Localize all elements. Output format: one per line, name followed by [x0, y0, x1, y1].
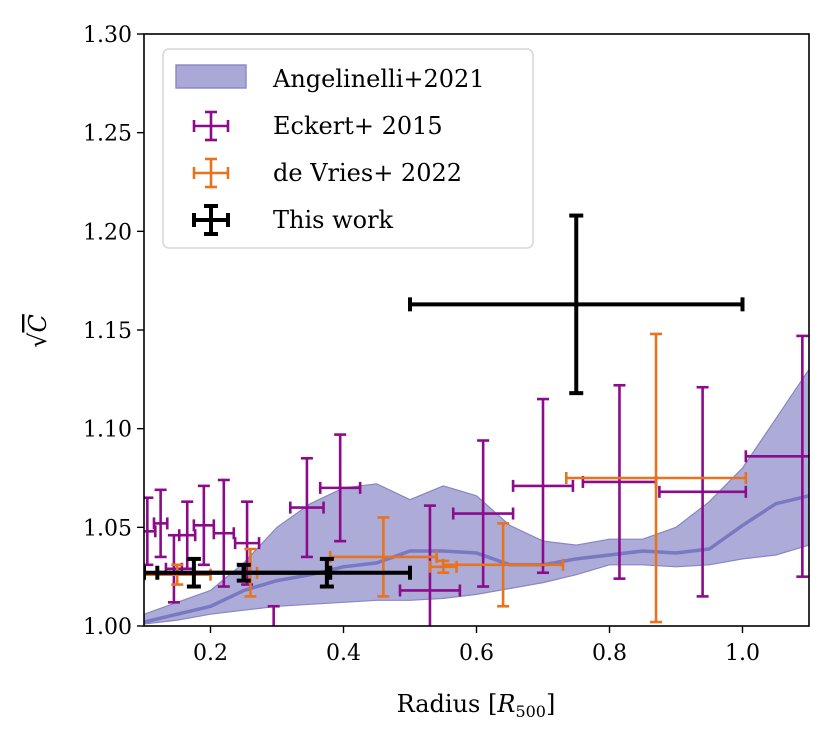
legend-label-angelinelli: Angelinelli+2021 [272, 65, 485, 93]
eckert-point-12 [511, 397, 575, 575]
band-median-line [144, 494, 809, 624]
x-tick-label-3: 0.8 [592, 641, 627, 666]
y-tick-label-1: 1.05 [83, 516, 132, 541]
thiswork-point-2 [241, 556, 412, 589]
thiswork-point-3 [408, 213, 745, 396]
y-tick-label-6: 1.30 [83, 23, 132, 48]
eckert-point-10 [398, 504, 462, 626]
devries-point-2 [328, 516, 438, 598]
eckert-point-1 [152, 488, 169, 559]
y-tick-label-2: 1.10 [83, 418, 132, 443]
y-tick-label-0: 1.00 [83, 615, 132, 640]
eckert-point-0 [144, 496, 157, 567]
eckert-point-14 [658, 385, 748, 598]
legend-handle-thiswork [192, 204, 230, 236]
x-tick-label-4: 1.0 [725, 641, 760, 666]
legend-label-thiswork: This work [273, 206, 394, 234]
legend-handle-band [175, 64, 247, 89]
eckert-point-4 [192, 484, 216, 567]
x-axis-title: Radius [R500] [397, 690, 556, 721]
y-tick-label-3: 1.15 [83, 319, 132, 344]
axis-ticks: 0.2 0.4 0.6 0.8 1.0 1.00 1.05 1.10 1.15 1.20 1.25 1… [83, 23, 760, 666]
y-axis-title: √C [24, 314, 52, 348]
x-tick-label-2: 0.6 [459, 641, 494, 666]
devries-point-5 [564, 332, 748, 624]
eckert-point-2 [164, 533, 184, 604]
x-tick-label-1: 0.4 [326, 641, 361, 666]
legend: Angelinelli+2021 Eckert+ 2015 de Vries+ … [162, 48, 534, 249]
y-tick-label-5: 1.25 [83, 122, 132, 147]
x-tick-label-0: 0.2 [193, 641, 228, 666]
legend-box [162, 48, 534, 249]
legend-handle-eckert [192, 110, 230, 142]
plot-area [144, 213, 809, 626]
legend-label-devries: de Vries+ 2022 [273, 159, 462, 187]
band-angelinelli [144, 368, 809, 625]
legend-handle-devries [192, 157, 230, 189]
y-tick-label-4: 1.20 [83, 220, 132, 245]
eckert-point-15 [744, 334, 809, 578]
eckert-point-8 [288, 456, 325, 559]
devries-point-4 [441, 522, 565, 608]
eckert-point-5 [212, 478, 236, 588]
eckert-point-11 [451, 439, 515, 588]
eckert-point-7 [267, 604, 280, 626]
legend-label-eckert: Eckert+ 2015 [273, 112, 443, 140]
eckert-point-9 [318, 433, 362, 543]
